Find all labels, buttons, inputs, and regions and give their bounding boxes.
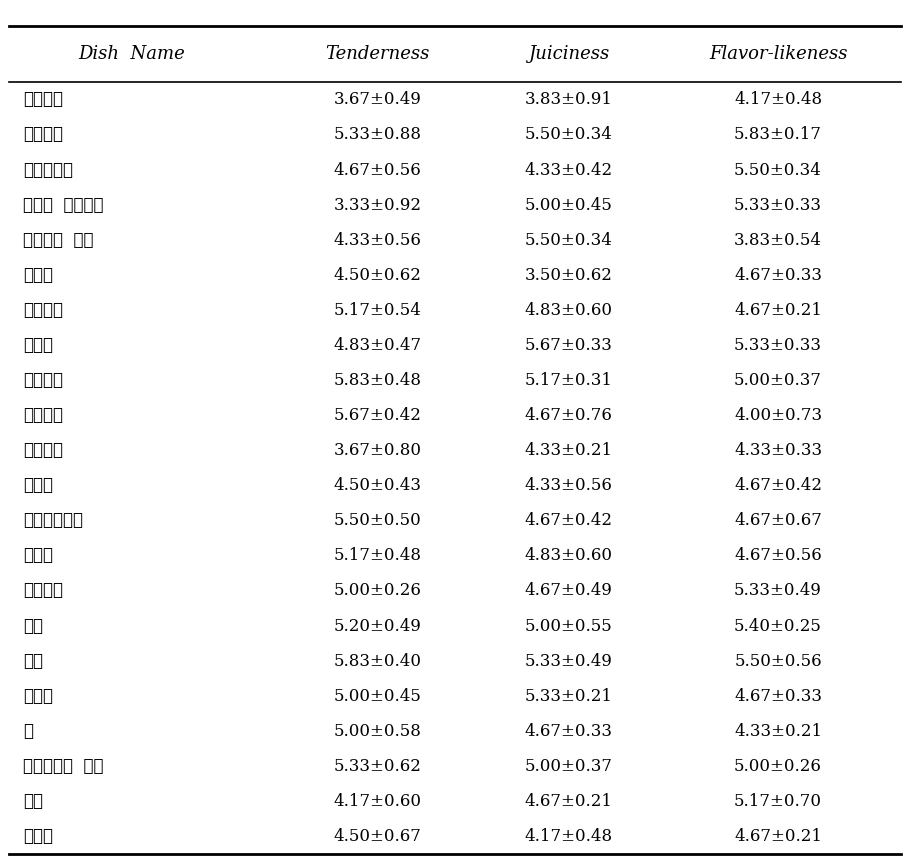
Text: 4.67±0.33: 4.67±0.33 [525,723,612,740]
Text: 4.33±0.33: 4.33±0.33 [734,442,822,460]
Text: 5.20±0.49: 5.20±0.49 [334,617,421,635]
Text: 5.33±0.33: 5.33±0.33 [734,337,822,354]
Text: 5.33±0.33: 5.33±0.33 [734,197,822,213]
Text: 5.00±0.37: 5.00±0.37 [734,372,822,389]
Text: Tenderness: Tenderness [326,45,430,63]
Text: 슈니첼: 슈니첼 [23,477,53,494]
Text: 4.67±0.42: 4.67±0.42 [525,512,612,529]
Text: 4.50±0.67: 4.50±0.67 [334,828,421,845]
Text: 4.17±0.60: 4.17±0.60 [334,793,421,810]
Text: 참스테이크  꼬치: 참스테이크 꼬치 [23,758,103,775]
Text: 5.50±0.50: 5.50±0.50 [334,512,421,529]
Text: 4.67±0.21: 4.67±0.21 [734,828,822,845]
Text: 5.50±0.34: 5.50±0.34 [525,231,612,249]
Text: 5.83±0.17: 5.83±0.17 [734,127,822,143]
Text: 4.83±0.47: 4.83±0.47 [334,337,421,354]
Text: 장산적: 장산적 [23,688,53,705]
Text: Dish  Name: Dish Name [78,45,186,63]
Text: 4.67±0.42: 4.67±0.42 [734,477,822,494]
Text: 4.50±0.43: 4.50±0.43 [334,477,421,494]
Text: 4.67±0.21: 4.67±0.21 [525,793,612,810]
Text: 메추리알  조림: 메추리알 조림 [23,231,93,249]
Text: 연근전: 연근전 [23,547,53,564]
Text: 4.17±0.48: 4.17±0.48 [734,91,822,108]
Text: 5.17±0.31: 5.17±0.31 [525,372,612,389]
Text: 5.00±0.26: 5.00±0.26 [334,583,421,599]
Text: 3.67±0.49: 3.67±0.49 [334,91,421,108]
Text: 4.83±0.60: 4.83±0.60 [525,302,612,319]
Text: 5.83±0.40: 5.83±0.40 [334,653,421,669]
Text: 4.33±0.56: 4.33±0.56 [525,477,612,494]
Text: 5.67±0.42: 5.67±0.42 [334,407,421,424]
Text: 육회: 육회 [23,653,43,669]
Text: 4.67±0.33: 4.67±0.33 [734,267,822,284]
Text: 4.33±0.21: 4.33±0.21 [525,442,612,460]
Text: 5.33±0.21: 5.33±0.21 [525,688,612,705]
Text: 4.67±0.67: 4.67±0.67 [734,512,822,529]
Text: Juiciness: Juiciness [528,45,610,63]
Text: 깐풍완자: 깐풍완자 [23,91,63,108]
Text: 4.33±0.42: 4.33±0.42 [525,161,612,179]
Text: 아스파라거스: 아스파라거스 [23,512,83,529]
Text: 5.00±0.37: 5.00±0.37 [525,758,612,775]
Text: 5.17±0.70: 5.17±0.70 [734,793,822,810]
Text: Flavor-likeness: Flavor-likeness [709,45,847,63]
Text: 5.33±0.62: 5.33±0.62 [334,758,421,775]
Text: 우엉잡채: 우엉잡채 [23,583,63,599]
Text: 4.83±0.60: 4.83±0.60 [525,547,612,564]
Text: 5.50±0.34: 5.50±0.34 [734,161,822,179]
Text: 3.67±0.80: 3.67±0.80 [334,442,421,460]
Text: 샌드위치: 샌드위치 [23,442,63,460]
Text: 3.33±0.92: 3.33±0.92 [334,197,421,213]
Text: 육전: 육전 [23,617,43,635]
Text: 5.50±0.56: 5.50±0.56 [734,653,822,669]
Text: 블랑켓드: 블랑켓드 [23,372,63,389]
Text: 5.33±0.88: 5.33±0.88 [334,127,421,143]
Text: 버섯전골: 버섯전골 [23,302,63,319]
Text: 살틴포카: 살틴포카 [23,407,63,424]
Text: 불고기: 불고기 [23,337,53,354]
Text: 4.67±0.56: 4.67±0.56 [734,547,822,564]
Text: 3.83±0.91: 3.83±0.91 [525,91,612,108]
Text: 5.00±0.45: 5.00±0.45 [334,688,421,705]
Text: 5.67±0.33: 5.67±0.33 [525,337,612,354]
Text: 4.67±0.33: 4.67±0.33 [734,688,822,705]
Text: 5.50±0.34: 5.50±0.34 [525,127,612,143]
Text: 5.83±0.48: 5.83±0.48 [334,372,421,389]
Text: 4.33±0.56: 4.33±0.56 [334,231,421,249]
Text: 4.67±0.76: 4.67±0.76 [525,407,612,424]
Text: 초밥: 초밥 [23,793,43,810]
Text: 죽: 죽 [23,723,33,740]
Text: 5.00±0.26: 5.00±0.26 [734,758,822,775]
Text: 5.33±0.49: 5.33±0.49 [734,583,822,599]
Text: 3.50±0.62: 3.50±0.62 [525,267,612,284]
Text: 5.00±0.45: 5.00±0.45 [525,197,612,213]
Text: 5.00±0.55: 5.00±0.55 [525,617,612,635]
Text: 꿔바로우: 꿔바로우 [23,127,63,143]
Text: 5.40±0.25: 5.40±0.25 [734,617,822,635]
Text: 5.17±0.48: 5.17±0.48 [334,547,421,564]
Text: 3.83±0.54: 3.83±0.54 [734,231,822,249]
Text: 파스타: 파스타 [23,828,53,845]
Text: 5.33±0.49: 5.33±0.49 [525,653,612,669]
Text: 5.17±0.54: 5.17±0.54 [334,302,421,319]
Text: 5.00±0.58: 5.00±0.58 [334,723,421,740]
Text: 밥버거: 밥버거 [23,267,53,284]
Text: 4.67±0.21: 4.67±0.21 [734,302,822,319]
Text: 더덕샐러드: 더덕샐러드 [23,161,73,179]
Text: 4.67±0.49: 4.67±0.49 [525,583,612,599]
Text: 등갈비  스테이크: 등갈비 스테이크 [23,197,103,213]
Text: 4.00±0.73: 4.00±0.73 [734,407,822,424]
Text: 4.17±0.48: 4.17±0.48 [525,828,612,845]
Text: 4.50±0.62: 4.50±0.62 [334,267,421,284]
Text: 4.67±0.56: 4.67±0.56 [334,161,421,179]
Text: 4.33±0.21: 4.33±0.21 [734,723,822,740]
